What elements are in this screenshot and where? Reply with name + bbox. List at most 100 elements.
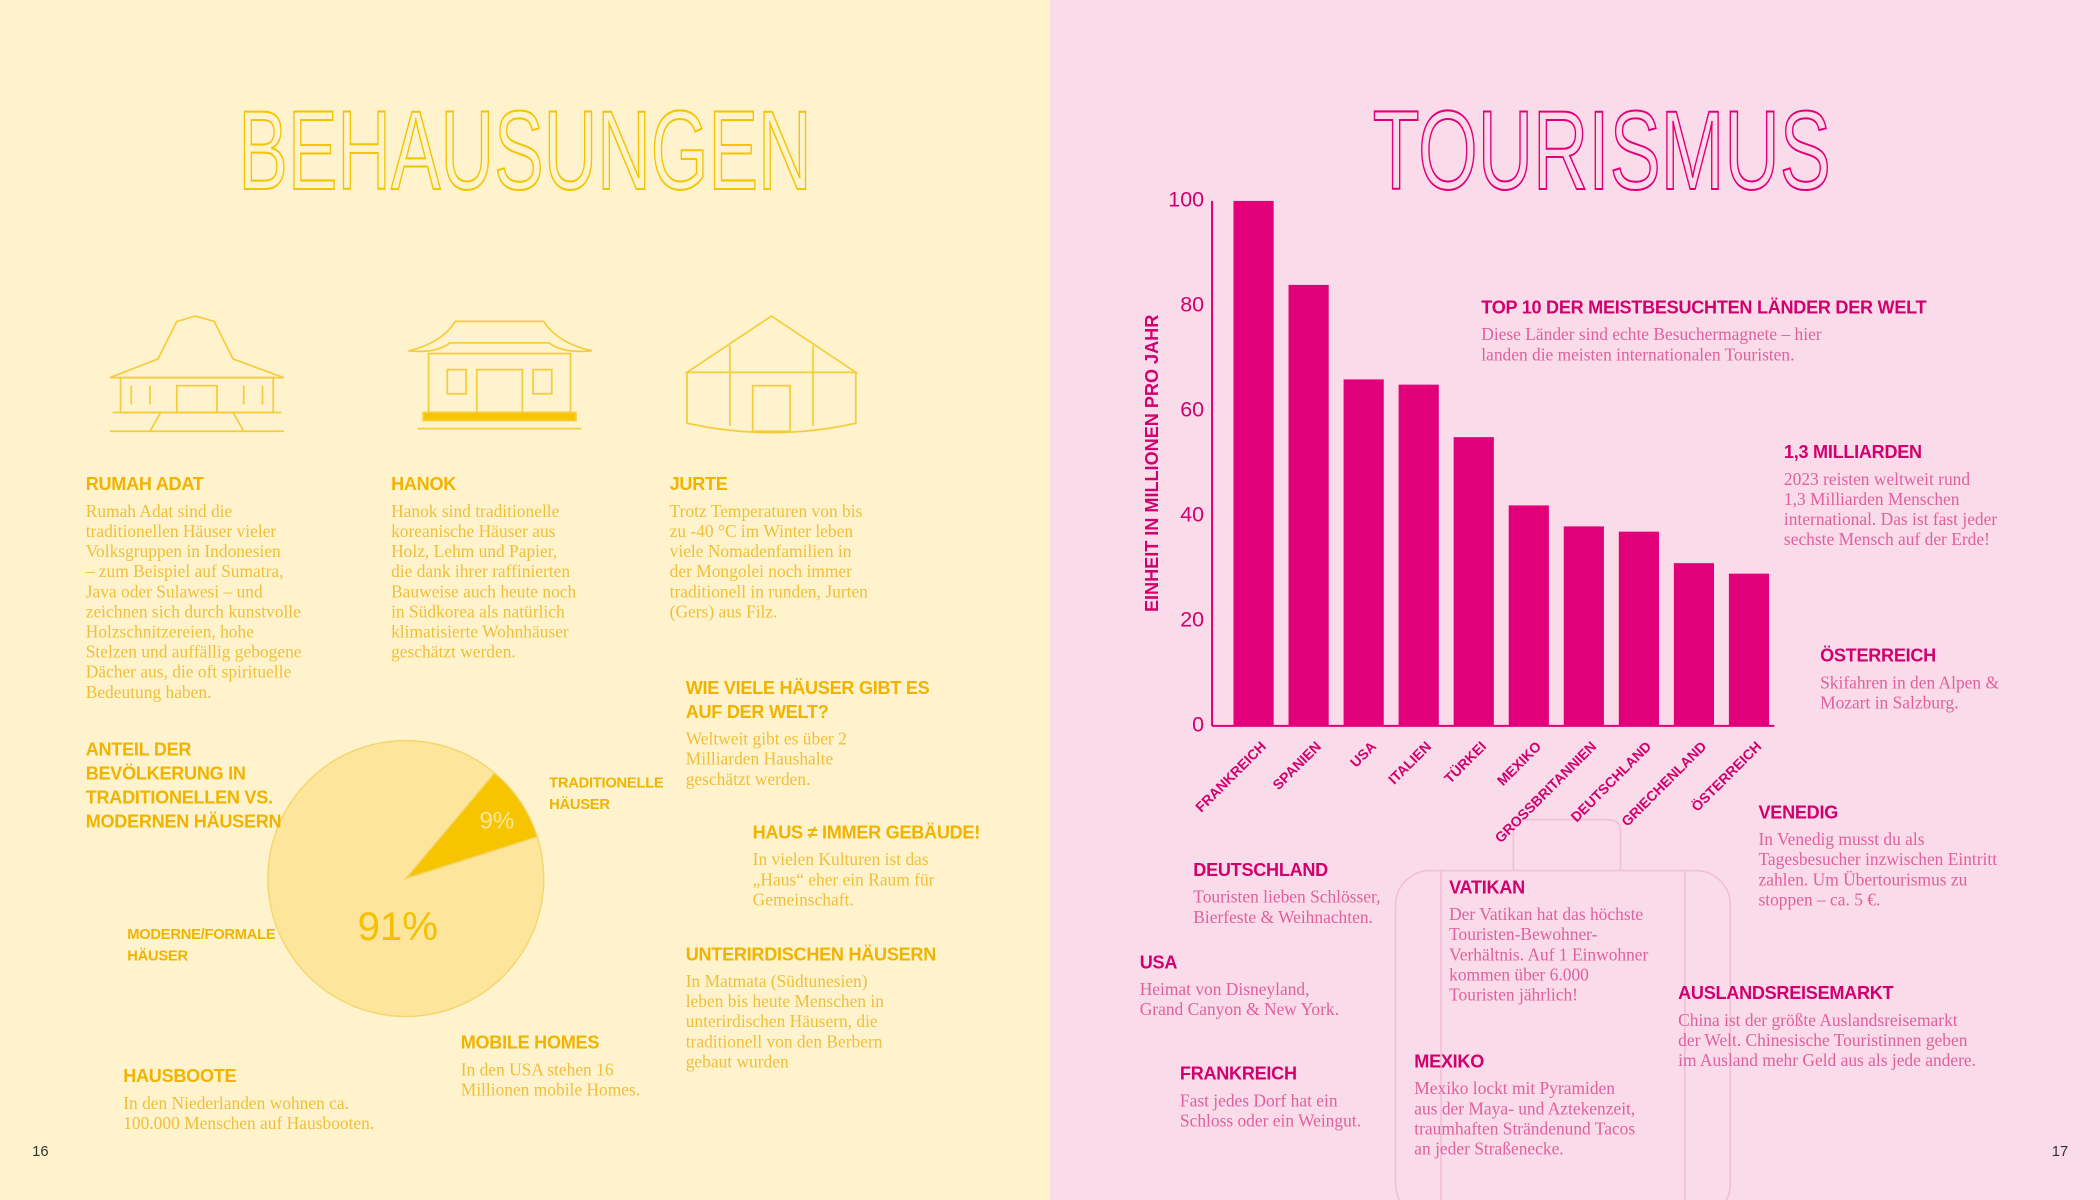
body-line: zahlen. Um Übertourismus zu bbox=[1758, 869, 1968, 890]
body-line: im Ausland mehr Geld aus als jede andere… bbox=[1678, 1050, 1976, 1071]
body-line: Grand Canyon & New York. bbox=[1139, 999, 1339, 1020]
body-line: 100.000 Menschen auf Hausbooten. bbox=[123, 1112, 375, 1134]
section-heading: DEUTSCHLAND bbox=[1193, 859, 1328, 880]
page-number: 17 bbox=[2051, 1143, 2069, 1160]
section-heading: HANOK bbox=[391, 474, 457, 495]
body-line: zeichnen sich durch kunstvolle bbox=[85, 601, 301, 622]
section-heading: UNTERIRDISCHEN HÄUSERN bbox=[685, 944, 937, 965]
jurte-icon bbox=[684, 315, 859, 434]
body-line: der Mongolei noch immer bbox=[669, 561, 852, 582]
page-title: TOURISMUS bbox=[1373, 87, 1831, 213]
body-line: Der Vatikan hat das höchste bbox=[1449, 904, 1644, 925]
body-line: traditionell von den Berbern bbox=[685, 1031, 883, 1052]
y-tick-label: 60 bbox=[1180, 398, 1204, 422]
y-tick-label: 40 bbox=[1180, 503, 1204, 527]
section-heading: AUSLANDSREISEMARKT bbox=[1678, 983, 1894, 1004]
x-tick-label: ITALIEN bbox=[1385, 738, 1434, 787]
body-line: international. Das ist fast jeder bbox=[1783, 508, 1998, 530]
bar bbox=[1728, 573, 1770, 726]
section-heading: ÖSTERREICH bbox=[1820, 645, 1936, 666]
body-line: Verhältnis. Auf 1 Einwohner bbox=[1449, 944, 1649, 965]
body-line: In den Niederlanden wohnen ca. bbox=[123, 1092, 349, 1113]
x-tick-label: MEXIKO bbox=[1494, 738, 1545, 789]
body-line: (Gers) aus Filz. bbox=[669, 601, 778, 622]
body-line: – zum Beispiel auf Sumatra, bbox=[85, 561, 284, 582]
hanok-icon bbox=[408, 320, 593, 430]
body-line: viele Nomadenfamilien in bbox=[669, 541, 852, 562]
body-line: In den USA stehen 16 bbox=[460, 1059, 614, 1080]
bar bbox=[1288, 284, 1329, 726]
body-line: unterirdischen Häusern, die bbox=[685, 1011, 878, 1032]
bar bbox=[1618, 531, 1659, 726]
bar bbox=[1508, 505, 1549, 726]
section-heading: AUF DER WELT? bbox=[685, 701, 829, 722]
y-tick-label: 80 bbox=[1180, 293, 1204, 317]
y-tick-label: 20 bbox=[1180, 608, 1204, 632]
body-line: zu -40 °C im Winter leben bbox=[669, 520, 854, 542]
bar bbox=[1563, 526, 1604, 726]
body-line: Milliarden Haushalte bbox=[685, 748, 834, 769]
body-line: Holzschnitzereien, hohe bbox=[85, 621, 254, 642]
pie-category-label: TRADITIONELLE HÄUSER bbox=[549, 775, 664, 813]
suitcase-outline bbox=[1394, 818, 1732, 1200]
body-line: Volksgruppen in Indonesien bbox=[85, 541, 281, 562]
section-heading: HAUS ≠ IMMER GEBÄUDE! bbox=[752, 822, 981, 843]
body-line: Touristen jährlich! bbox=[1449, 984, 1578, 1005]
body-line: In vielen Kulturen ist das bbox=[752, 849, 929, 870]
x-tick-label: GROSSBRITANNIEN bbox=[1492, 738, 1600, 846]
pie-title: BEVÖLKERUNG IN bbox=[85, 763, 246, 784]
body-line: kommen über 6.000 bbox=[1449, 964, 1589, 985]
page-number: 16 bbox=[32, 1143, 49, 1160]
section-heading: HAUSBOOTE bbox=[123, 1066, 237, 1087]
body-line: leben bis heute Menschen in bbox=[685, 991, 884, 1012]
body-line: Tagesbesucher inzwischen Eintritt bbox=[1758, 849, 1998, 870]
house-icons bbox=[109, 315, 859, 434]
section-heading: WIE VIELE HÄUSER GIBT ES bbox=[685, 677, 930, 698]
body-line: aus der Maya- und Aztekenzeit, bbox=[1414, 1098, 1636, 1119]
pie-slice bbox=[267, 739, 545, 1018]
bar bbox=[1453, 437, 1494, 726]
y-tick-label: 100 bbox=[1168, 188, 1204, 212]
body-line: Schloss oder ein Weingut. bbox=[1179, 1110, 1361, 1131]
body-line: Mexiko lockt mit Pyramiden bbox=[1414, 1078, 1615, 1099]
body-line: Diese Länder sind echte Besuchermagnete … bbox=[1481, 324, 1822, 345]
body-line: klimatisierte Wohnhäuser bbox=[391, 621, 569, 642]
left-page bbox=[0, 0, 1051, 1200]
body-line: Bierfeste & Weihnachten. bbox=[1193, 906, 1373, 927]
body-line: an jeder Straßenecke. bbox=[1414, 1138, 1564, 1159]
body-line: Millionen mobile Homes. bbox=[460, 1079, 641, 1100]
body-line: Hanok sind traditionelle bbox=[391, 500, 560, 521]
bar bbox=[1233, 200, 1274, 726]
bar bbox=[1673, 563, 1715, 726]
body-line: In Matmata (Südtunesien) bbox=[685, 970, 868, 992]
body-line: landen die meisten internationalen Touri… bbox=[1481, 344, 1795, 365]
x-tick-label: USA bbox=[1347, 738, 1379, 770]
section-heading: MEXIKO bbox=[1414, 1051, 1485, 1072]
pie-category-label: MODERNE/FORMALE HÄUSER bbox=[127, 926, 276, 965]
body-line: Bauweise auch heute noch bbox=[391, 581, 577, 602]
x-tick-label: SPANIEN bbox=[1269, 738, 1324, 793]
section-heading: MOBILE HOMES bbox=[460, 1032, 600, 1053]
body-line: sechste Mensch auf der Erde! bbox=[1783, 529, 1990, 550]
body-line: Mozart in Salzburg. bbox=[1820, 692, 1959, 713]
body-line: Weltweit gibt es über 2 bbox=[685, 728, 847, 749]
rumah-adat-icon bbox=[109, 315, 285, 433]
body-line: Heimat von Disneyland, bbox=[1139, 979, 1310, 1000]
body-line: In Venedig musst du als bbox=[1758, 829, 1925, 850]
body-line: 2023 reisten weltweit rund bbox=[1783, 468, 1971, 489]
body-line: traumhaften Strändenund Tacos bbox=[1414, 1118, 1636, 1139]
x-tick-label: TÜRKEI bbox=[1441, 738, 1489, 786]
body-line: Skifahren in den Alpen & bbox=[1820, 672, 2000, 693]
body-line: 1,3 Milliarden Menschen bbox=[1783, 488, 1960, 509]
body-line: stoppen – ca. 5 €. bbox=[1758, 889, 1881, 910]
body-line: der Welt. Chinesische Touristinnen geben bbox=[1678, 1029, 1968, 1051]
pie-title: TRADITIONELLEN VS. bbox=[85, 787, 273, 808]
body-line: Holz, Lehm und Papier, bbox=[391, 541, 558, 562]
body-line: Rumah Adat sind die bbox=[85, 500, 233, 521]
body-line: Trotz Temperaturen von bis bbox=[669, 500, 863, 521]
bar bbox=[1343, 379, 1384, 726]
page-title: BEHAUSUNGEN bbox=[238, 87, 811, 213]
